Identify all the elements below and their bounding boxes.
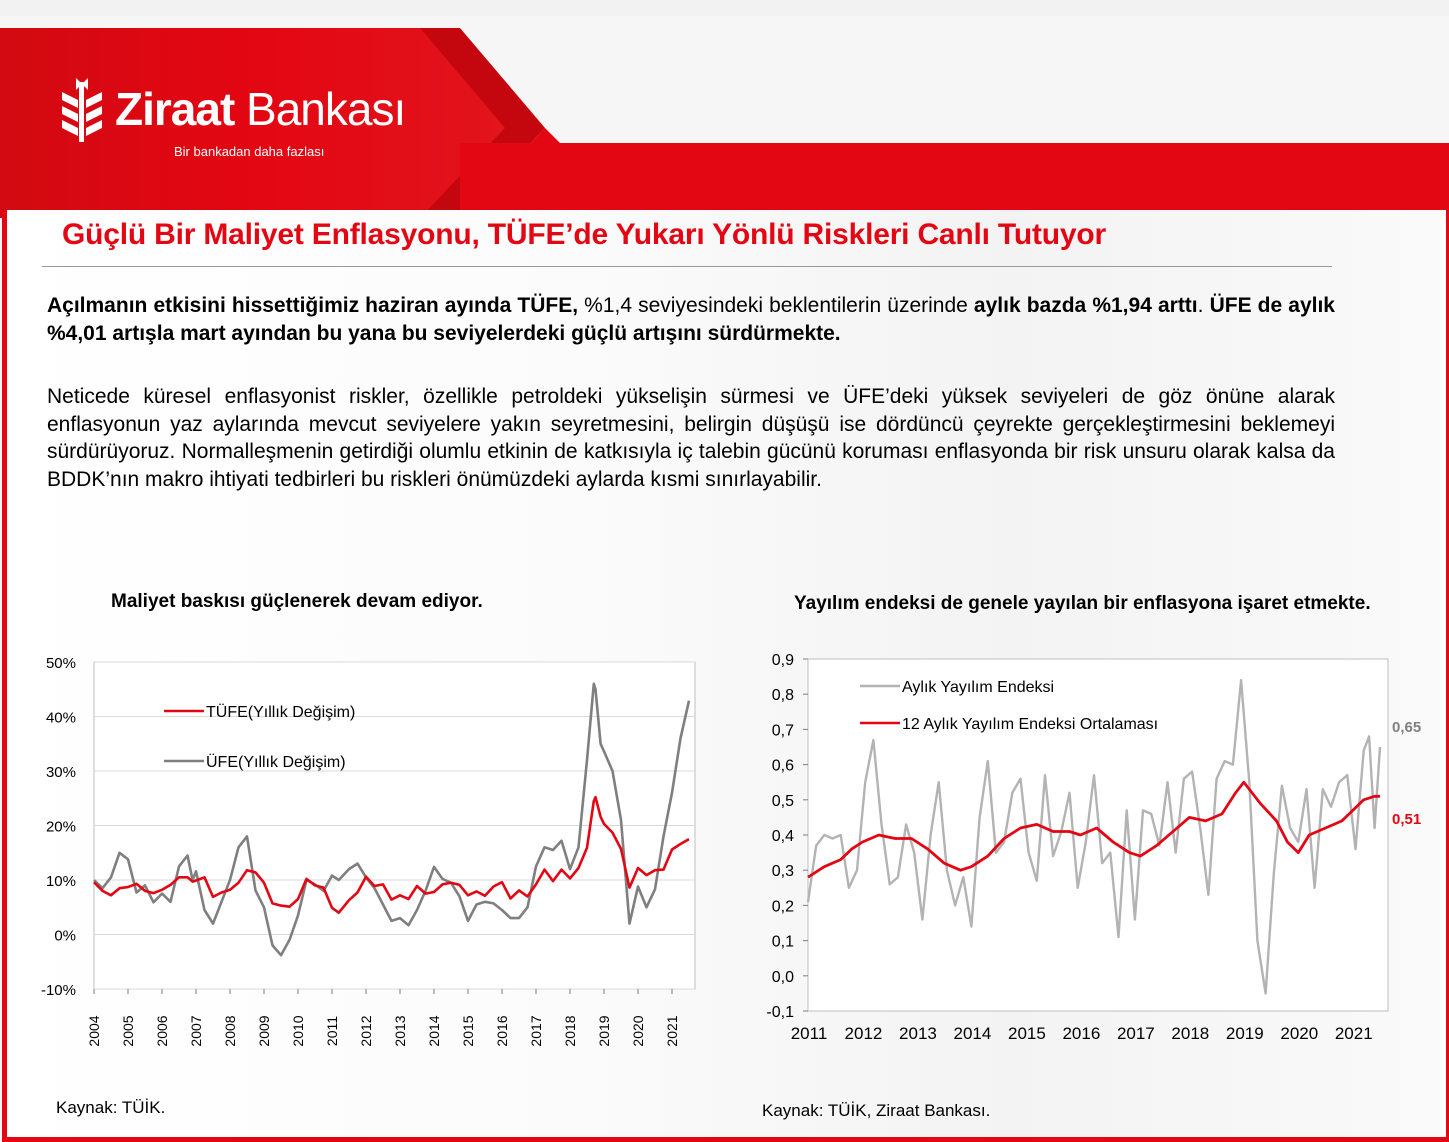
chart-2-annotation-average: 0,51 bbox=[1392, 811, 1421, 828]
paragraph-1: Açılmanın etkisini hissettiğimiz haziran… bbox=[47, 292, 1335, 347]
chart-2-y-tick-label: -0,1 bbox=[766, 1004, 794, 1021]
chart-2-plot-area bbox=[807, 658, 1389, 1012]
wheat-logo-icon bbox=[62, 78, 102, 142]
paragraph-1-bold-1: Açılmanın etkisini hissettiğimiz haziran… bbox=[47, 294, 579, 317]
paragraph-1-text-2: . bbox=[1197, 294, 1210, 317]
chart-2-x-tick-label: 2013 bbox=[899, 1024, 937, 1043]
chart-1-x-tick-label: 2012 bbox=[358, 1015, 374, 1046]
chart-1-x-tick-label: 2005 bbox=[120, 1015, 136, 1046]
chart-2-y-tick-label: 0,0 bbox=[772, 969, 794, 986]
brand-name: Ziraat Bankası bbox=[115, 82, 406, 136]
paragraph-2: Neticede küresel enflasyonist riskler, ö… bbox=[47, 385, 1335, 491]
chart-1-series-tufe bbox=[93, 795, 690, 914]
chart-2-x-tick-label: 2019 bbox=[1226, 1024, 1264, 1043]
chart-2-source: Kaynak: TÜİK, Ziraat Bankası. bbox=[762, 1101, 991, 1120]
chart-2-x-tick-label: 2011 bbox=[791, 1024, 828, 1043]
chart-2-x-tick-label: 2014 bbox=[954, 1024, 992, 1043]
paragraph-1-bold-3: ÜFE de aylık %4,01 artışla mart ayından … bbox=[47, 294, 1335, 345]
chart-2-x-tick-label: 2020 bbox=[1280, 1024, 1318, 1043]
chart-1-x-tick-label: 2010 bbox=[290, 1015, 306, 1046]
chart-2-x-tick-label: 2012 bbox=[845, 1024, 883, 1043]
chart-1-x-tick-label: 2013 bbox=[392, 1015, 408, 1046]
chart-1-x-tick-label: 2009 bbox=[256, 1015, 272, 1046]
chart-1-legend-label: TÜFE(Yıllık Değişim) bbox=[206, 703, 355, 721]
chart-2-x-tick-label: 2016 bbox=[1062, 1024, 1100, 1043]
chart-1-x-tick-label: 2021 bbox=[664, 1015, 680, 1046]
chart-1-x-tick-label: 2016 bbox=[494, 1015, 510, 1046]
chart-1-x-tick-label: 2018 bbox=[562, 1015, 578, 1046]
brand-name-bold: Ziraat bbox=[115, 83, 235, 135]
paragraph-1-bold-2: aylık bazda %1,94 arttı bbox=[973, 294, 1198, 317]
chart-2-diffusion-index: 0,9 0,8 0,7 0,6 0,5 0,4 0,3 0,2 0,1 0,0 -0,1 2011 20… bbox=[766, 652, 1421, 1043]
chart-1-y-tick-label: 50% bbox=[46, 655, 76, 672]
chart-1-x-tick-label: 2004 bbox=[86, 1015, 102, 1046]
chart-1-series-ufe bbox=[93, 682, 691, 957]
chart-2-caption: Yayılım endeksi de genele yayılan bir en… bbox=[794, 593, 1371, 614]
chart-1-x-tick-label: 2020 bbox=[630, 1015, 646, 1046]
chart-2-x-tick-label: 2017 bbox=[1117, 1024, 1155, 1043]
chart-2-y-tick-label: 0,7 bbox=[772, 722, 794, 739]
chart-2-annotation-monthly: 0,65 bbox=[1392, 719, 1421, 736]
chart-1-y-tick-label: 30% bbox=[46, 764, 76, 781]
title-divider bbox=[42, 266, 1332, 267]
top-strip bbox=[0, 0, 1449, 16]
chart-1-y-tick-label: 0% bbox=[54, 928, 76, 945]
chart-2-legend-label: Aylık Yayılım Endeksi bbox=[902, 679, 1054, 696]
chart-1-legend-label: ÜFE(Yıllık Değişim) bbox=[206, 753, 346, 771]
brand-name-regular: Bankası bbox=[234, 83, 406, 135]
chart-2-legend-label: 12 Aylık Yayılım Endeksi Ortalaması bbox=[902, 716, 1158, 733]
chart-1-y-tick-label: 10% bbox=[46, 873, 76, 890]
chart-2-y-tick-label: 0,8 bbox=[772, 687, 794, 704]
page-title: Güçlü Bir Maliyet Enflasyonu, TÜFE’de Yu… bbox=[62, 218, 1106, 251]
chart-2-x-tick-label: 2018 bbox=[1171, 1024, 1209, 1043]
chart-2-y-tick-label: 0,5 bbox=[772, 793, 794, 810]
chart-1-inflation: 50% 40% 30% 20% 10% 0% -10% 2004 2005 2006 2007 200… bbox=[41, 655, 696, 1047]
chart-2-series-monthly bbox=[806, 678, 1382, 995]
chart-1-caption: Maliyet baskısı güçlenerek devam ediyor. bbox=[111, 591, 483, 612]
chart-1-x-tick-label: 2015 bbox=[460, 1015, 476, 1046]
chart-2-y-tick-label: 0,3 bbox=[772, 863, 794, 880]
chart-1-y-tick-label: 20% bbox=[46, 819, 76, 836]
chart-2-y-tick-label: 0,4 bbox=[772, 828, 794, 845]
chart-2-y-tick-label: 0,6 bbox=[772, 758, 794, 775]
chart-1-x-tick-label: 2017 bbox=[528, 1015, 544, 1046]
chart-1-x-tick-label: 2019 bbox=[596, 1015, 612, 1046]
chart-1-y-tick-label: 40% bbox=[46, 710, 76, 727]
chart-1-source: Kaynak: TÜİK. bbox=[56, 1098, 166, 1117]
chart-1-y-tick-label: -10% bbox=[41, 982, 76, 999]
chart-2-y-tick-label: 0,1 bbox=[772, 934, 794, 951]
chart-1-x-tick-label: 2007 bbox=[188, 1015, 204, 1046]
header-banner bbox=[0, 28, 1449, 218]
banner-arrow-front bbox=[0, 28, 505, 218]
chart-2-y-tick-label: 0,9 bbox=[772, 652, 794, 669]
chart-1-x-tick-label: 2006 bbox=[154, 1015, 170, 1046]
chart-1-x-tick-label: 2008 bbox=[222, 1015, 238, 1046]
chart-2-x-tick-label: 2015 bbox=[1008, 1024, 1046, 1043]
brand-tagline: Bir bankadan daha fazlası bbox=[174, 144, 325, 159]
paragraph-1-text-1: %1,4 seviyesindeki beklentilerin üzerind… bbox=[578, 294, 974, 317]
chart-1-x-tick-label: 2014 bbox=[426, 1015, 442, 1046]
chart-1-x-tick-label: 2011 bbox=[324, 1016, 340, 1046]
chart-2-y-tick-label: 0,2 bbox=[772, 898, 794, 915]
chart-2-x-tick-label: 2021 bbox=[1335, 1024, 1373, 1043]
chart-2-series-12m-average bbox=[807, 780, 1380, 879]
